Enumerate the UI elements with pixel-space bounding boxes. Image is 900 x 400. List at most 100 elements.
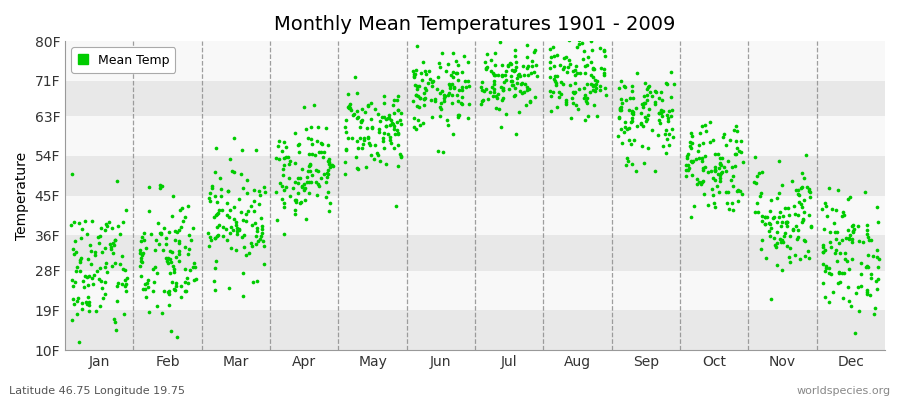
Point: [679, 162, 693, 168]
Point: [586, 82, 600, 89]
Point: [151, 220, 166, 226]
Point: [79, 231, 94, 237]
Point: [504, 78, 518, 84]
Point: [350, 115, 365, 122]
Point: [431, 148, 446, 154]
Point: [648, 101, 662, 108]
Point: [320, 170, 335, 176]
Point: [561, 64, 575, 71]
Point: [364, 116, 378, 122]
Point: [684, 214, 698, 220]
Point: [412, 95, 427, 101]
Point: [255, 230, 269, 237]
Point: [235, 146, 249, 153]
Point: [414, 70, 428, 76]
Point: [642, 106, 656, 112]
Point: [246, 278, 260, 285]
Point: [586, 87, 600, 93]
Point: [158, 234, 173, 241]
Point: [692, 142, 706, 149]
Point: [167, 286, 182, 292]
Point: [185, 225, 200, 232]
Point: [340, 134, 355, 141]
Point: [423, 76, 437, 82]
Point: [508, 59, 523, 66]
Point: [408, 71, 422, 78]
Point: [754, 190, 769, 197]
Point: [108, 260, 122, 266]
Point: [116, 311, 130, 317]
Point: [555, 66, 570, 72]
Point: [374, 113, 389, 120]
Point: [690, 181, 705, 188]
Point: [68, 238, 82, 244]
Point: [98, 226, 112, 233]
Point: [357, 109, 372, 115]
Point: [786, 227, 800, 234]
Point: [224, 224, 238, 230]
Point: [256, 238, 270, 244]
Point: [653, 120, 668, 126]
Point: [497, 79, 511, 86]
Point: [487, 72, 501, 78]
Point: [575, 40, 590, 47]
Point: [245, 243, 259, 250]
Point: [587, 102, 601, 108]
Point: [804, 224, 818, 230]
Point: [796, 215, 811, 222]
Point: [367, 156, 382, 162]
Point: [356, 135, 371, 142]
Point: [319, 125, 333, 131]
Point: [816, 249, 831, 256]
Point: [288, 197, 302, 204]
Point: [350, 138, 365, 144]
Point: [148, 278, 162, 285]
Point: [257, 188, 272, 195]
Point: [108, 237, 122, 243]
Point: [569, 102, 583, 108]
Point: [831, 280, 845, 286]
Point: [516, 62, 530, 69]
Point: [382, 137, 397, 144]
Point: [461, 115, 475, 122]
Point: [167, 287, 182, 294]
Point: [277, 200, 292, 206]
Point: [512, 71, 526, 78]
Point: [99, 221, 113, 227]
Point: [684, 158, 698, 164]
Point: [133, 255, 148, 262]
Point: [105, 250, 120, 256]
Point: [282, 153, 296, 160]
Point: [304, 179, 319, 186]
Point: [572, 106, 586, 112]
Point: [338, 117, 353, 124]
Point: [597, 47, 611, 54]
Point: [163, 270, 177, 276]
Point: [611, 114, 625, 121]
Point: [418, 71, 433, 78]
Point: [440, 61, 454, 68]
Point: [706, 136, 721, 143]
Point: [221, 214, 236, 220]
Point: [140, 284, 155, 290]
Point: [428, 98, 442, 104]
Point: [703, 139, 717, 146]
Point: [732, 148, 746, 154]
Point: [85, 275, 99, 281]
Point: [588, 77, 602, 84]
Point: [134, 234, 148, 241]
Point: [484, 84, 499, 90]
Point: [696, 177, 710, 184]
Point: [341, 104, 356, 110]
Legend: Mean Temp: Mean Temp: [71, 47, 176, 73]
Point: [477, 88, 491, 94]
Point: [110, 282, 124, 289]
Point: [317, 170, 331, 177]
Point: [177, 214, 192, 220]
Point: [250, 238, 265, 245]
Point: [491, 91, 506, 97]
Point: [276, 230, 291, 237]
Point: [640, 116, 654, 122]
Point: [141, 277, 156, 284]
Point: [696, 165, 710, 171]
